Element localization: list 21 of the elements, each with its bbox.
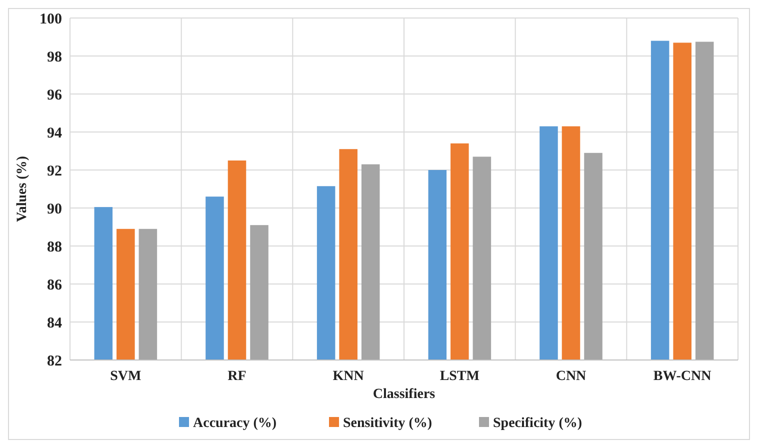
x-tick-label: LSTM	[440, 369, 480, 384]
y-tick-label: 92	[47, 163, 62, 180]
x-axis-title: Classifiers	[372, 387, 436, 402]
y-tick-label: 88	[47, 239, 62, 256]
y-axis-title: Values (%)	[15, 156, 30, 222]
x-tick-label: KNN	[332, 369, 364, 384]
y-tick-label: 82	[47, 353, 62, 370]
x-tick-label: SVM	[110, 369, 142, 384]
legend-label: Specificity (%)	[493, 416, 582, 431]
y-tick-label: 86	[47, 277, 62, 294]
y-tick-label: 96	[47, 87, 62, 104]
x-tick-label: CNN	[556, 369, 586, 384]
y-tick-label: 90	[47, 201, 62, 218]
legend-label: Accuracy (%)	[193, 416, 277, 431]
y-tick-label: 94	[47, 125, 62, 142]
x-tick-label: RF	[228, 369, 246, 384]
legend-label: Sensitivity (%)	[343, 416, 432, 431]
y-tick-label: 98	[47, 49, 62, 66]
y-tick-label: 100	[40, 11, 62, 28]
y-tick-label: 84	[47, 315, 62, 332]
x-tick-label: BW-CNN	[653, 369, 712, 384]
